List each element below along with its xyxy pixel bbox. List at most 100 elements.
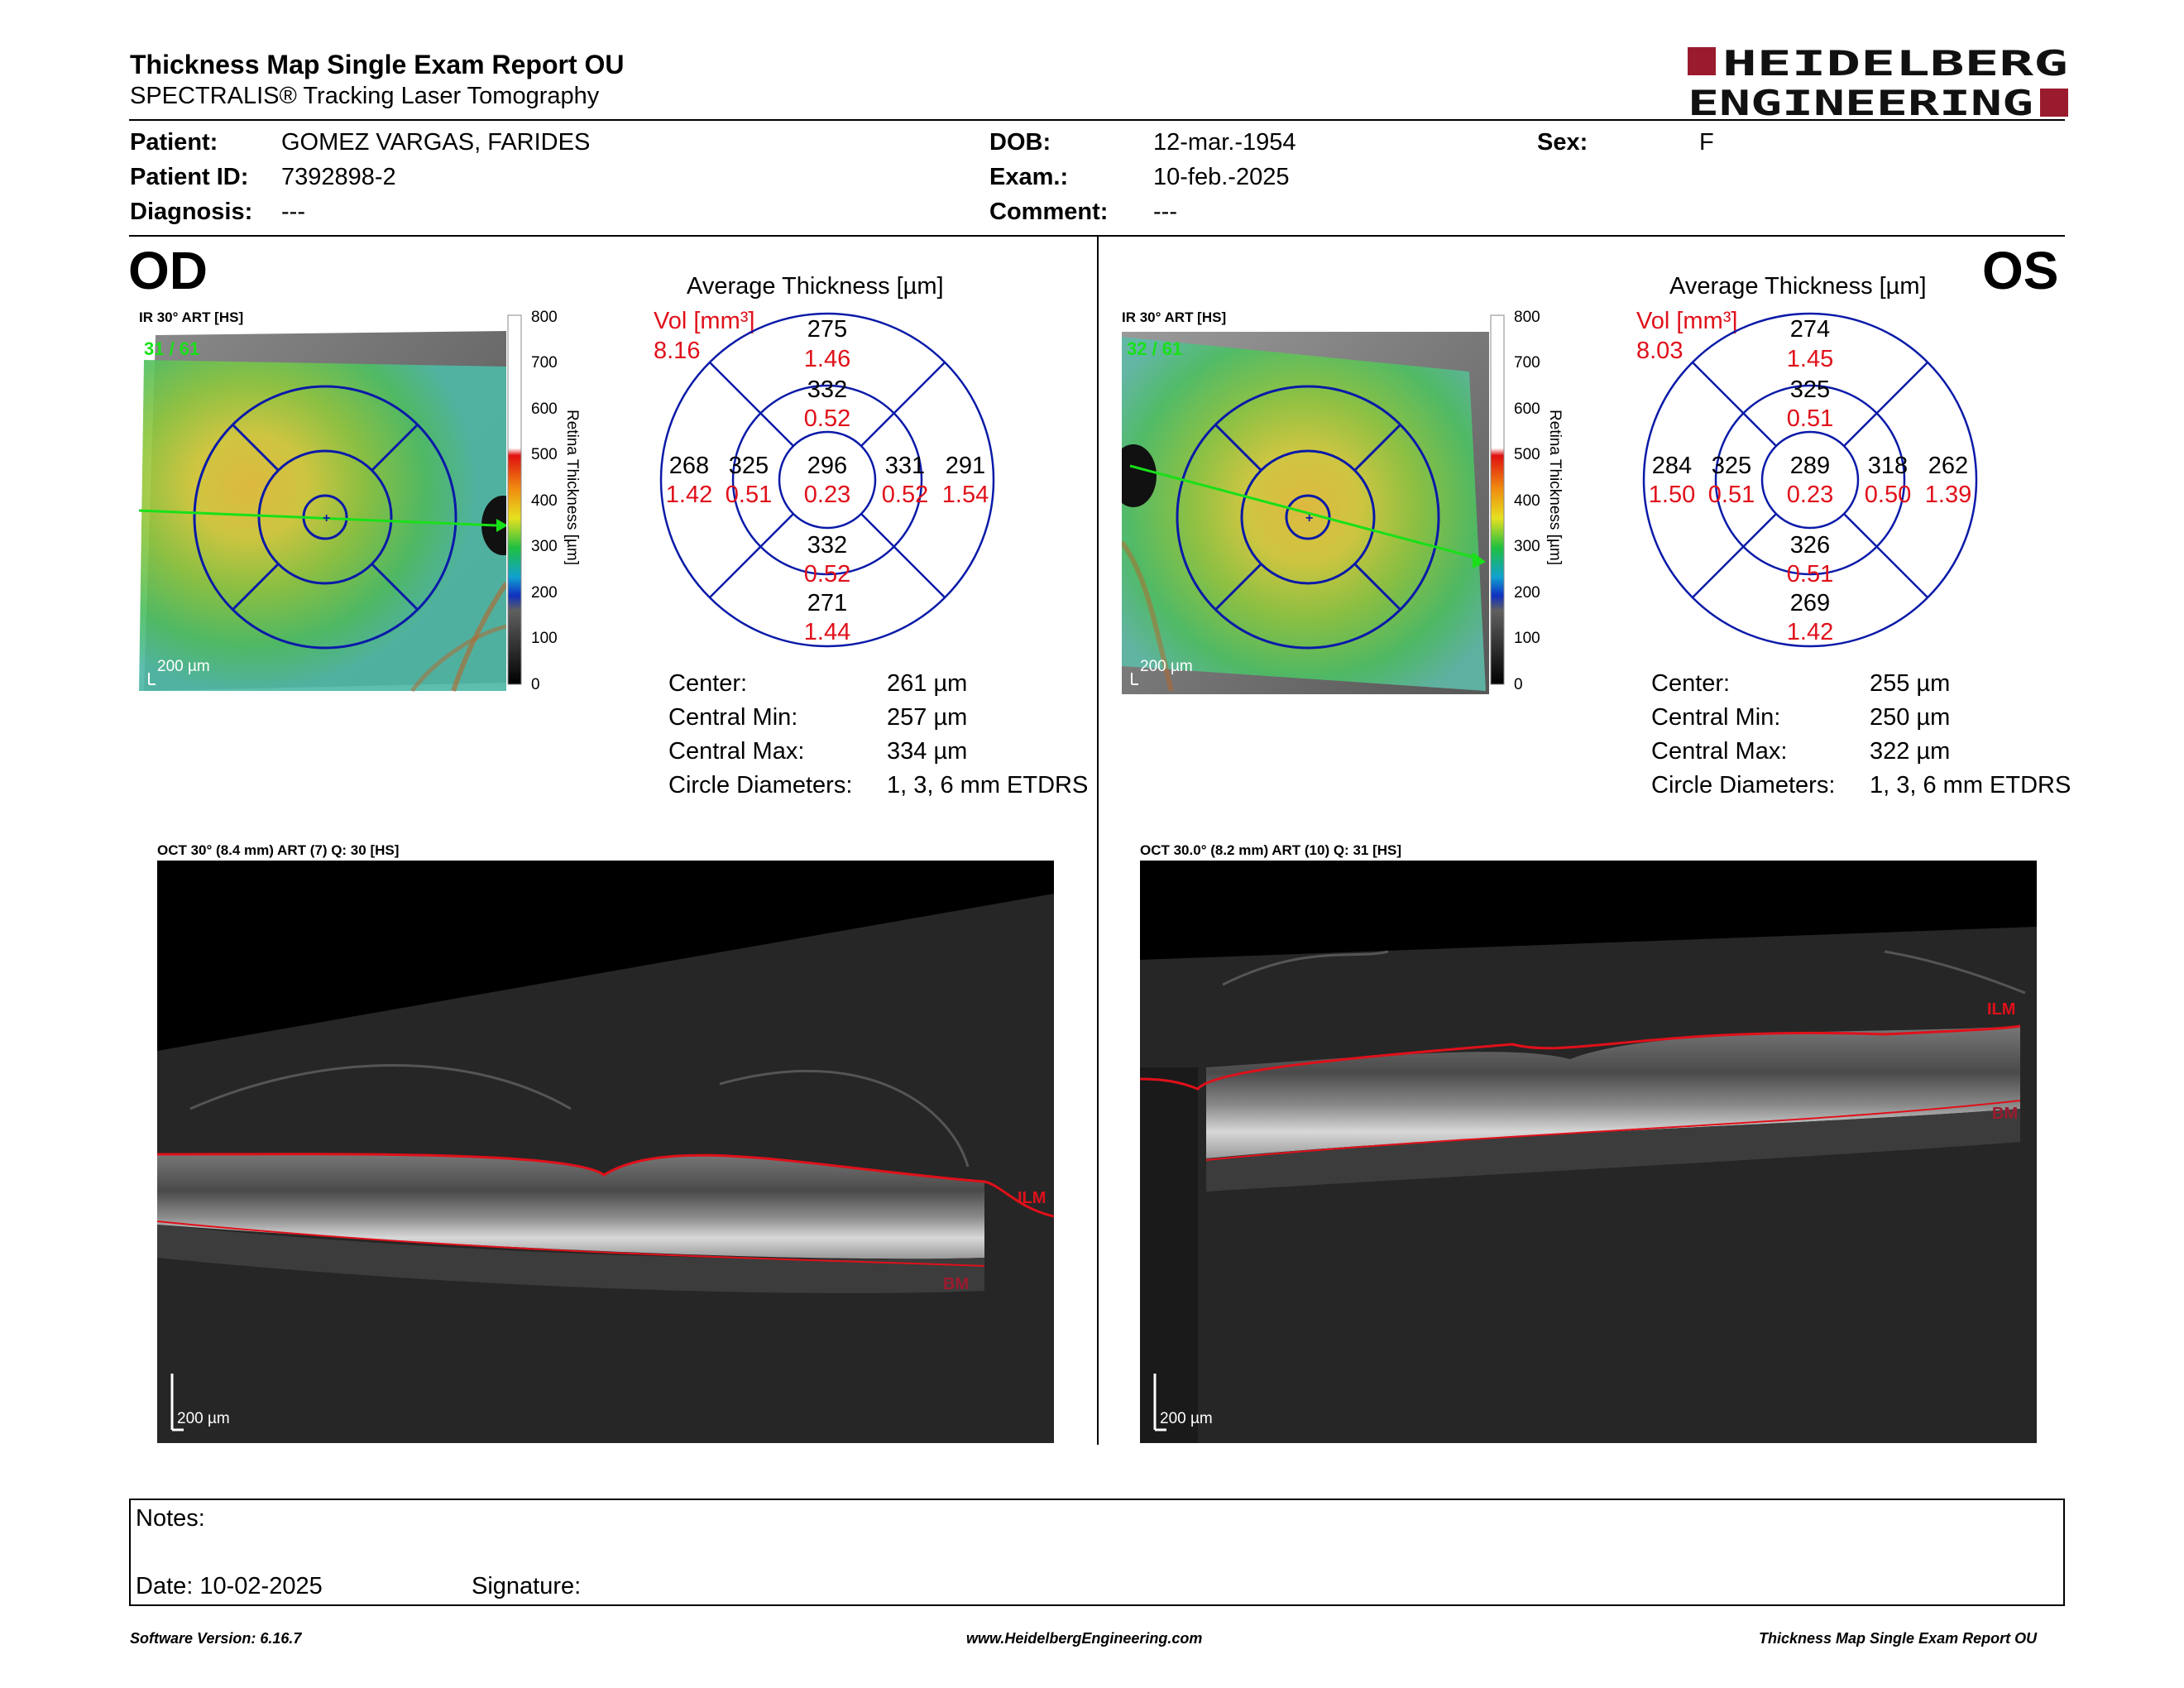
od-vol-value: 8.16 bbox=[654, 338, 701, 364]
svg-text:289: 289 bbox=[1790, 453, 1830, 479]
od-ir-caption: IR 30° ART [HS] bbox=[139, 309, 244, 325]
svg-text:300: 300 bbox=[1514, 538, 1540, 555]
os-center-label: Center: bbox=[1651, 670, 1731, 697]
svg-text:0.51: 0.51 bbox=[726, 482, 772, 508]
svg-text:271: 271 bbox=[807, 590, 847, 616]
od-thickness-map: + 31 / 61 200 µm bbox=[139, 327, 506, 694]
svg-text:100: 100 bbox=[531, 630, 558, 647]
patient-id-label: Patient ID: bbox=[130, 164, 249, 190]
os-max-value: 322 µm bbox=[1870, 738, 1951, 765]
svg-text:700: 700 bbox=[531, 354, 558, 372]
svg-text:332: 332 bbox=[807, 376, 847, 403]
os-diam-value: 1, 3, 6 mm ETDRS bbox=[1870, 772, 2071, 798]
patient-id: 7392898-2 bbox=[281, 164, 396, 190]
svg-text:400: 400 bbox=[531, 492, 558, 510]
svg-text:0.23: 0.23 bbox=[804, 482, 850, 508]
svg-text:284: 284 bbox=[1652, 453, 1692, 479]
svg-text:Retina Thickness [µm]: Retina Thickness [µm] bbox=[563, 410, 581, 565]
os-oct-caption: OCT 30.0° (8.2 mm) ART (10) Q: 31 [HS] bbox=[1140, 842, 1402, 858]
svg-text:325: 325 bbox=[729, 453, 769, 479]
svg-text:318: 318 bbox=[1868, 453, 1908, 479]
os-thickness-map: + 32 / 61 200 µm bbox=[1122, 327, 1489, 694]
od-etdrs-chart: 275 1.46 332 0.52 296 0.23 325 0.51 331 … bbox=[659, 312, 995, 648]
svg-text:200: 200 bbox=[531, 584, 558, 602]
svg-text:275: 275 bbox=[807, 316, 847, 343]
svg-text:+: + bbox=[1305, 511, 1313, 525]
svg-text:296: 296 bbox=[807, 453, 847, 479]
svg-text:HEIDELBERG: HEIDELBERG bbox=[1722, 46, 2068, 84]
od-ilm-label: ILM bbox=[1018, 1189, 1046, 1207]
svg-text:600: 600 bbox=[531, 400, 558, 418]
od-diam-value: 1, 3, 6 mm ETDRS bbox=[887, 772, 1089, 798]
svg-text:325: 325 bbox=[1790, 376, 1830, 403]
svg-text:332: 332 bbox=[807, 532, 847, 559]
dob-label: DOB: bbox=[989, 129, 1051, 156]
svg-text:1.39: 1.39 bbox=[1925, 482, 1971, 508]
date-label: Date: 10-02-2025 bbox=[136, 1573, 323, 1599]
notes-box[interactable]: Notes: Date: 10-02-2025 Signature: bbox=[129, 1499, 2065, 1606]
svg-text:200: 200 bbox=[1514, 584, 1540, 602]
os-oct-scale: 200 µm bbox=[1160, 1410, 1213, 1427]
od-diam-label: Circle Diameters: bbox=[668, 772, 853, 798]
svg-text:0: 0 bbox=[1514, 676, 1523, 691]
os-etdrs-chart: 274 1.45 325 0.51 289 0.23 325 0.51 318 … bbox=[1642, 312, 1978, 648]
svg-text:0.52: 0.52 bbox=[804, 405, 850, 432]
os-map-scale: 200 µm bbox=[1140, 658, 1193, 675]
center-divider bbox=[1097, 237, 1099, 1445]
svg-text:500: 500 bbox=[531, 446, 558, 463]
svg-text:1.44: 1.44 bbox=[804, 619, 850, 645]
od-map-scale: 200 µm bbox=[157, 658, 210, 675]
od-min-value: 257 µm bbox=[887, 704, 968, 731]
svg-text:1.46: 1.46 bbox=[804, 346, 850, 372]
os-oct-bscan: ILM BM 200 µm bbox=[1140, 861, 2037, 1443]
eye-label-os: OS bbox=[1982, 241, 2059, 300]
svg-text:1.42: 1.42 bbox=[1787, 619, 1833, 645]
os-avg-thickness-title: Average Thickness [µm] bbox=[1669, 273, 1927, 300]
comment-label: Comment: bbox=[989, 199, 1109, 225]
patient-name: GOMEZ VARGAS, FARIDES bbox=[281, 129, 591, 156]
os-center-value: 255 µm bbox=[1870, 670, 1951, 697]
svg-text:500: 500 bbox=[1514, 446, 1540, 463]
svg-text:0.50: 0.50 bbox=[1865, 482, 1911, 508]
svg-text:0.51: 0.51 bbox=[1787, 561, 1833, 587]
os-bm-label: BM bbox=[1992, 1105, 2018, 1123]
exam-value: 10-feb.-2025 bbox=[1153, 164, 1290, 190]
svg-text:262: 262 bbox=[1928, 453, 1968, 479]
svg-text:274: 274 bbox=[1790, 316, 1830, 343]
eye-label-od: OD bbox=[128, 241, 208, 300]
signature-label: Signature: bbox=[472, 1573, 582, 1599]
svg-text:100: 100 bbox=[1514, 630, 1540, 647]
od-vol-label: Vol [mm³] bbox=[654, 308, 755, 334]
svg-text:0: 0 bbox=[531, 676, 540, 691]
svg-text:325: 325 bbox=[1712, 453, 1751, 479]
svg-text:0.51: 0.51 bbox=[1787, 405, 1833, 432]
od-colorbar: 800 700 600 500 400 300 200 100 0 Retina… bbox=[507, 310, 581, 691]
sex-label: Sex: bbox=[1537, 129, 1588, 156]
footer-website-link[interactable]: www.HeidelbergEngineering.com bbox=[966, 1630, 1203, 1647]
heidelberg-logo: HEIDELBERG ENGINEERING bbox=[1688, 46, 2068, 120]
patient-label: Patient: bbox=[130, 129, 218, 156]
svg-text:269: 269 bbox=[1790, 590, 1830, 616]
footer-software-version: Software Version: 6.16.7 bbox=[130, 1630, 302, 1647]
os-diam-label: Circle Diameters: bbox=[1651, 772, 1836, 798]
svg-text:Retina Thickness [µm]: Retina Thickness [µm] bbox=[1546, 410, 1564, 565]
report-title: Thickness Map Single Exam Report OU bbox=[130, 50, 625, 79]
svg-text:800: 800 bbox=[1514, 310, 1540, 326]
svg-text:400: 400 bbox=[1514, 492, 1540, 510]
os-min-value: 250 µm bbox=[1870, 704, 1951, 731]
od-center-label: Center: bbox=[668, 670, 748, 697]
od-avg-thickness-title: Average Thickness [µm] bbox=[687, 273, 944, 300]
report-subtitle: SPECTRALIS® Tracking Laser Tomography bbox=[130, 83, 600, 109]
os-frame-counter: 32 / 61 bbox=[1127, 338, 1182, 359]
notes-label: Notes: bbox=[136, 1505, 205, 1532]
svg-text:331: 331 bbox=[885, 453, 925, 479]
svg-text:+: + bbox=[323, 511, 330, 525]
svg-text:0.23: 0.23 bbox=[1787, 482, 1833, 508]
os-max-label: Central Max: bbox=[1651, 738, 1788, 765]
dob-value: 12-mar.-1954 bbox=[1153, 129, 1296, 156]
comment-value: --- bbox=[1153, 199, 1177, 225]
os-vol-label: Vol [mm³] bbox=[1636, 308, 1738, 334]
diagnosis-value: --- bbox=[281, 199, 305, 225]
os-colorbar: 800 700 600 500 400 300 200 100 0 Retina… bbox=[1490, 310, 1564, 691]
od-center-value: 261 µm bbox=[887, 670, 968, 697]
